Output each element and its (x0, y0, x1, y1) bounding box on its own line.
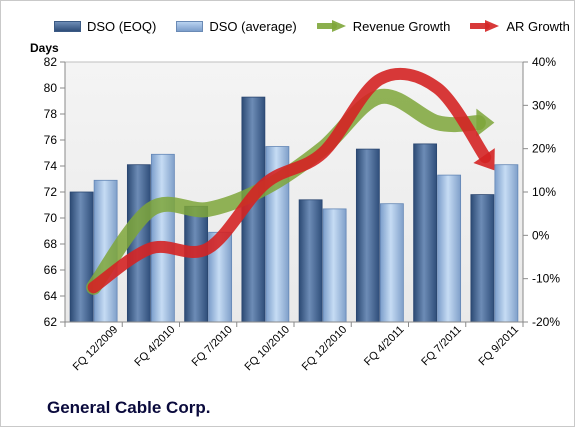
bar-dso-eoq-7 (470, 194, 495, 323)
legend-swatch-dso-avg (176, 20, 204, 32)
y-left-tick-label: 62 (44, 315, 58, 329)
chart-legend: DSO (EOQ) DSO (average) Revenue Growth A… (54, 17, 570, 35)
x-tick-label: FQ 9/2011 (476, 324, 521, 369)
y-axis-left-title: Days (30, 41, 59, 55)
legend-label-revenue-growth: Revenue Growth (352, 18, 451, 34)
legend-item-ar-growth: AR Growth (470, 19, 570, 34)
y-right-tick-label: -10% (532, 272, 560, 286)
bar-dso-eoq-6 (413, 143, 438, 323)
bar-dso-eoq-4 (298, 199, 323, 323)
x-tick-label: FQ 12/2010 (300, 324, 350, 374)
x-tick-label: FQ 4/2011 (362, 324, 407, 369)
bar-dso-average-6 (437, 174, 462, 323)
x-tick-label: FQ 12/2009 (71, 324, 121, 374)
bar-dso-average-1 (150, 153, 175, 323)
y-left-tick-label: 76 (44, 133, 58, 147)
bar-dso-eoq-2 (184, 205, 209, 323)
legend-swatch-dso-eoq (54, 20, 81, 32)
bar-dso-eoq-5 (355, 148, 380, 323)
legend-label-dso-eoq: DSO (EOQ) (87, 18, 157, 34)
y-right-tick-label: 10% (532, 185, 556, 199)
bar-dso-average-5 (379, 203, 404, 323)
bar-dso-average-4 (322, 208, 347, 323)
y-left-tick-label: 66 (44, 263, 58, 277)
x-tick-label: FQ 7/2011 (419, 324, 464, 369)
y-right-tick-label: 30% (532, 98, 556, 112)
y-right-tick-label: -20% (532, 315, 560, 329)
legend-arrow-icon-revenue (316, 20, 346, 32)
y-right-tick-label: 40% (532, 55, 556, 69)
x-tick-label: FQ 10/2010 (243, 324, 293, 374)
y-left-tick-label: 70 (44, 211, 58, 225)
legend-label-ar-growth: AR Growth (506, 18, 570, 34)
y-left-tick-label: 82 (44, 55, 58, 69)
bar-dso-eoq-0 (69, 191, 94, 323)
bar-dso-average-7 (494, 164, 519, 323)
y-left-tick-label: 74 (44, 159, 58, 173)
legend-arrow-icon-ar (470, 20, 500, 32)
y-right-tick-label: 0% (532, 228, 550, 242)
legend-label-dso-avg: DSO (average) (209, 18, 297, 34)
arrowhead-ar-growth (473, 148, 495, 171)
legend-item-dso-avg: DSO (average) (176, 18, 297, 34)
company-title: General Cable Corp. (47, 398, 211, 417)
line-ar-growth (87, 67, 492, 294)
x-tick-label: FQ 4/2010 (132, 324, 177, 369)
arrowhead-revenue-growth (476, 108, 495, 137)
y-left-tick-label: 80 (44, 81, 58, 95)
y-left-tick-label: 68 (44, 237, 58, 251)
legend-item-dso-eoq: DSO (EOQ) (54, 19, 156, 34)
y-left-tick-label: 78 (44, 107, 58, 121)
x-tick-label: FQ 7/2010 (190, 324, 235, 369)
legend-item-revenue-growth: Revenue Growth (316, 18, 451, 34)
y-left-tick-label: 64 (44, 289, 58, 303)
y-right-tick-label: 20% (532, 142, 556, 156)
y-left-tick-label: 72 (44, 185, 58, 199)
